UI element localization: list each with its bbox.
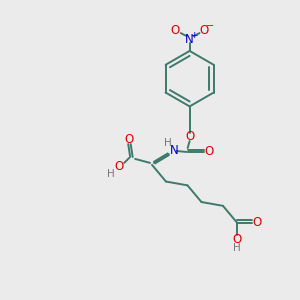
Text: O: O [200, 24, 209, 37]
Text: N: N [169, 143, 178, 157]
Text: O: O [170, 24, 179, 37]
Text: O: O [115, 160, 124, 173]
Text: H: H [107, 169, 115, 179]
Text: N: N [185, 32, 194, 46]
Text: H: H [164, 138, 172, 148]
Text: O: O [124, 133, 134, 146]
Text: +: + [190, 31, 197, 40]
Text: O: O [232, 233, 242, 246]
Text: −: − [206, 21, 214, 31]
Text: O: O [252, 216, 261, 229]
Text: O: O [185, 130, 194, 142]
Text: H: H [233, 243, 241, 253]
Text: O: O [205, 146, 214, 158]
